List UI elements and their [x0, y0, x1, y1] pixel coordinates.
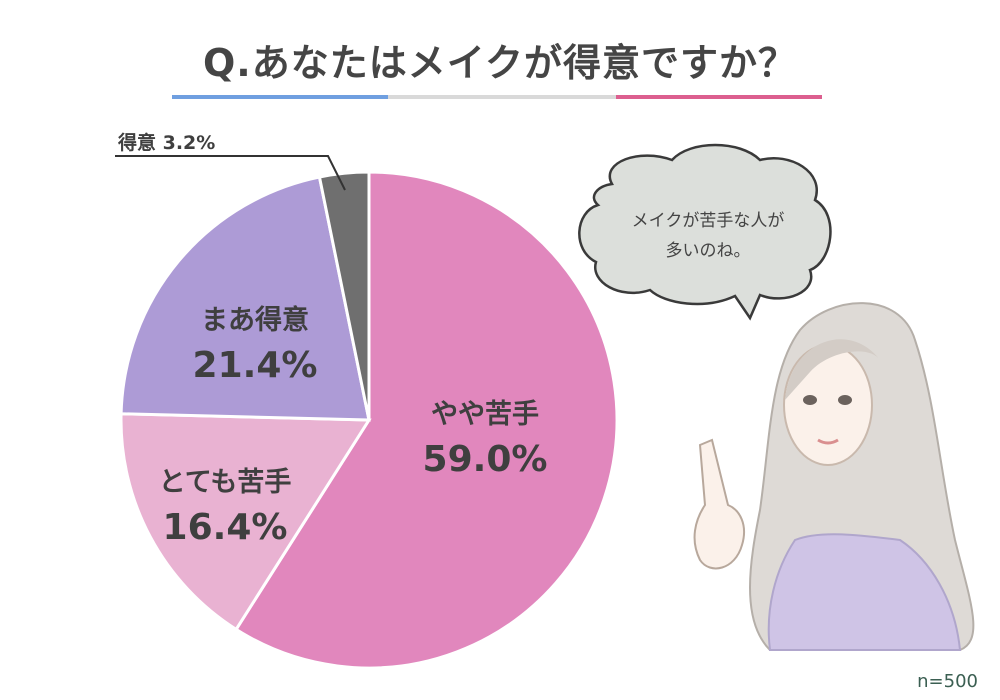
- sample-size-label: n=500: [917, 671, 978, 692]
- pie-slice-4: [317, 170, 371, 421]
- pie-slice-1: [234, 170, 619, 670]
- speech-bubble-line-1: メイクが苦手な人が: [631, 211, 785, 231]
- slice-value: 21.4%: [192, 345, 318, 386]
- slice-value: 16.4%: [162, 507, 288, 548]
- slice-label-maa-tokui: まあ得意 21.4%: [170, 298, 340, 386]
- title-rule-left: [172, 95, 388, 99]
- slice-name: やや苦手: [431, 399, 539, 430]
- title-rule-right: [616, 95, 822, 99]
- pie-slices: [119, 170, 619, 670]
- title-rule-middle: [388, 95, 616, 99]
- callout-leader-line: [115, 155, 346, 191]
- slice-value: 59.0%: [422, 439, 548, 480]
- pie-slice-3: [119, 175, 371, 422]
- slice-name: まあ得意: [201, 305, 309, 336]
- callout-label: 得意 3.2%: [118, 132, 216, 154]
- speech-bubble-line-2: 多いのね。: [665, 241, 751, 261]
- speech-bubble: [578, 143, 832, 321]
- slice-label-yaya-nigate: やや苦手 59.0%: [400, 392, 570, 480]
- chart-title: Q.あなたはメイクが得意ですか？: [203, 41, 797, 85]
- slice-label-totemo-nigate: とても苦手 16.4%: [140, 460, 310, 548]
- pie-slice-2: [119, 412, 372, 632]
- slice-name: とても苦手: [158, 467, 292, 498]
- speech-bubble-text: メイクが苦手な人が 多いのね。: [598, 206, 818, 266]
- woman-illustration: [693, 302, 975, 651]
